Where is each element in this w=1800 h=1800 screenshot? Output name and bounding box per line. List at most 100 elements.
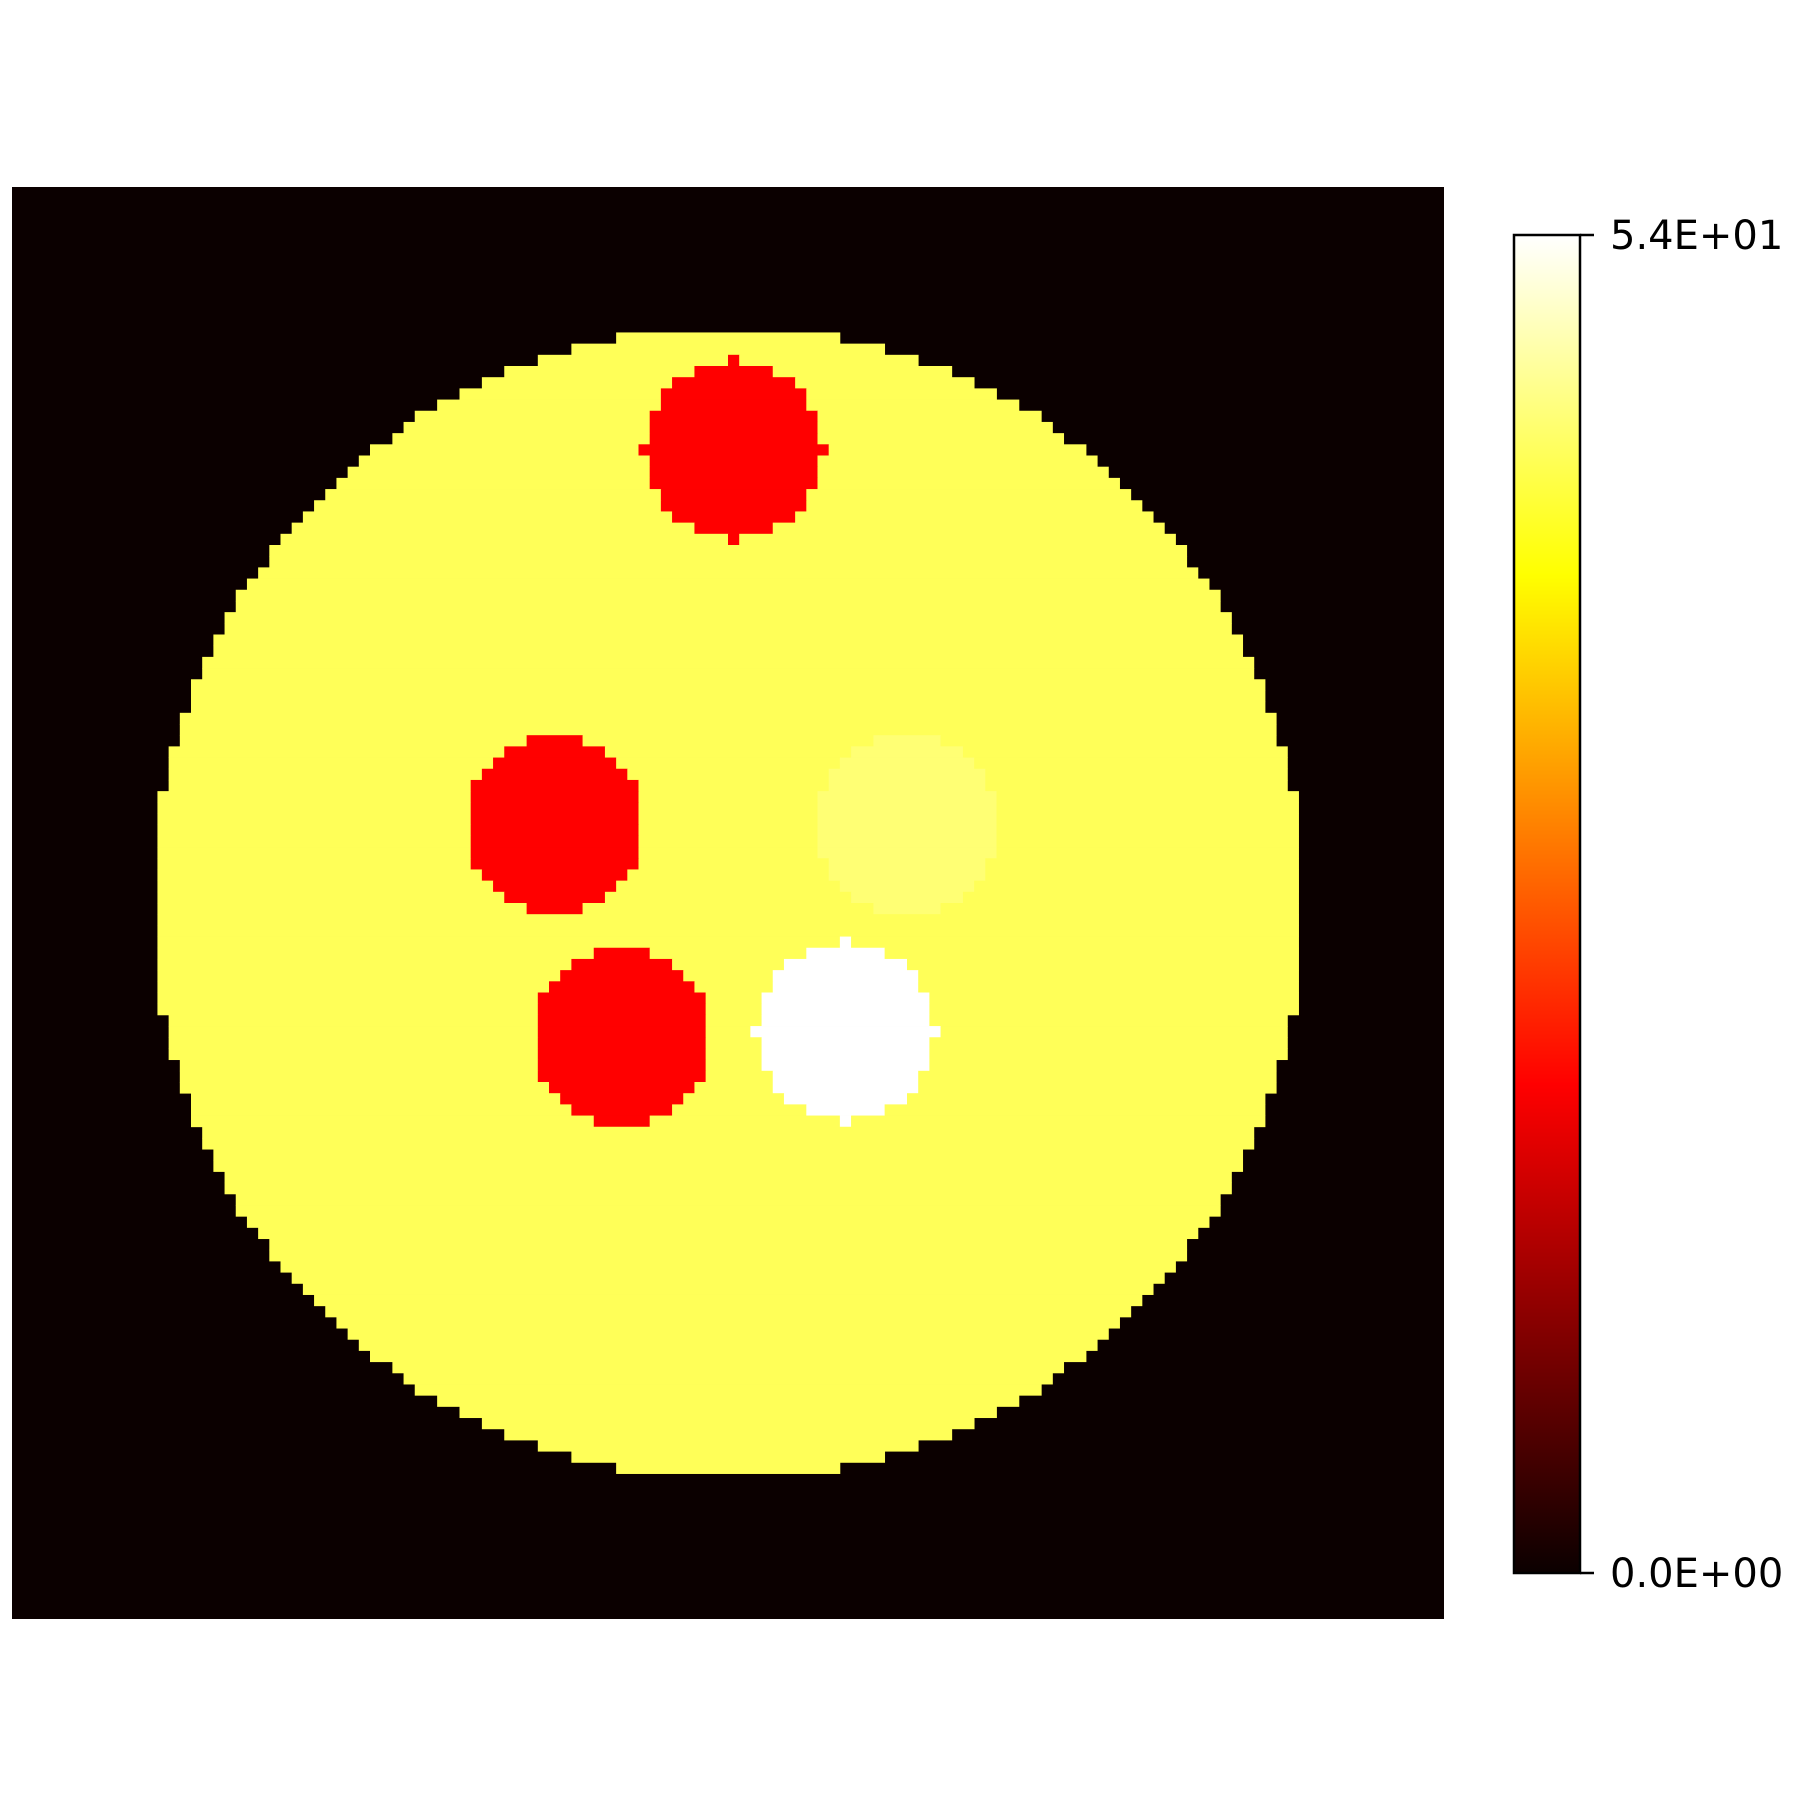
heatmap-cell-run [772, 522, 1165, 535]
heatmap-cell-run [157, 992, 539, 1005]
heatmap-cell-run [660, 500, 807, 512]
heatmap-cell-run [929, 1048, 1288, 1061]
heatmap-cell-run [962, 746, 1288, 758]
heatmap-cell-run [168, 1026, 539, 1038]
heatmap-cell-run [481, 869, 628, 882]
heatmap-cell-run [582, 735, 874, 747]
heatmap-cell-run [672, 1104, 807, 1116]
heatmap-cell-run [638, 444, 830, 456]
heatmap-cell-run [302, 511, 673, 524]
heatmap-cell-run [571, 1451, 886, 1463]
heatmap-cell-run [179, 735, 528, 747]
heatmap-cell-run [817, 835, 997, 848]
heatmap-cell-run [772, 981, 919, 993]
heatmap-cell-run [660, 489, 807, 501]
heatmap-cell-run [224, 1171, 1232, 1184]
heatmap-cell-run [191, 1104, 572, 1116]
colorbar-tick-label: 0.0E+00 [1610, 1551, 1783, 1597]
heatmap-cell-run [761, 1048, 930, 1061]
heatmap-cell-run [929, 1003, 1299, 1016]
heatmap-cell-run [280, 533, 729, 546]
heatmap-cell-run [280, 1261, 1176, 1273]
heatmap-cell-run [246, 578, 1210, 591]
heatmap-cell-run [537, 354, 729, 367]
heatmap-cell-run [683, 1093, 785, 1105]
heatmap-cell-run [940, 1026, 1288, 1038]
heatmap-cell-run [918, 981, 1299, 993]
heatmap-cell-run [325, 489, 662, 501]
heatmap-cell-run [884, 947, 1299, 960]
heatmap-cell-run [851, 746, 964, 758]
heatmap-cell-run [828, 869, 986, 882]
heatmap-cell-run [929, 1059, 1277, 1072]
heatmap-cell-run [470, 847, 639, 859]
heatmap-cell-run [884, 1104, 1266, 1116]
heatmap-cell-run [157, 813, 472, 826]
heatmap-cell-run [761, 1014, 930, 1027]
heatmap-cell-run [739, 533, 1176, 546]
heatmap-cell-run [168, 746, 505, 758]
heatmap-cell-run [504, 1428, 953, 1441]
heatmap-cell-run [269, 1238, 1188, 1251]
heatmap-cell-run [168, 1014, 539, 1027]
heatmap-cell-run [336, 1316, 1120, 1329]
heatmap-cell-run [929, 1014, 1288, 1027]
heatmap-cell-run [761, 1037, 930, 1049]
heatmap-cell-run [907, 1093, 1266, 1105]
heatmap-cell-run [347, 1328, 1109, 1340]
heatmap-cell-run [616, 1462, 841, 1474]
heatmap-cell-run [761, 1003, 930, 1016]
heatmap-cell-run [795, 377, 975, 389]
heatmap-cell-run [929, 992, 1299, 1005]
heatmap-cell-run [828, 779, 986, 792]
heatmap-cell-run [269, 556, 1188, 568]
heatmap-cell-run [649, 410, 818, 423]
heatmap-cell-run [649, 477, 818, 490]
heatmap-cell-run [649, 421, 818, 434]
heatmap-cell-run [537, 1003, 707, 1016]
heatmap-cell-run [783, 1093, 908, 1105]
heatmap-cell-run [761, 1059, 930, 1072]
heatmap-cell-run [772, 970, 919, 982]
heatmap-cell-run [638, 824, 818, 837]
heatmap-cell-run [179, 712, 1277, 725]
heatmap-cell-run [627, 768, 830, 781]
colorbar-gradient [1512, 233, 1582, 1575]
heatmap-cell-run [839, 880, 975, 893]
heatmap-cell-run [593, 947, 651, 960]
heatmap-cell-run [202, 1137, 1255, 1150]
heatmap-cell-run [549, 1082, 695, 1094]
heatmap-cell-run [638, 779, 830, 792]
heatmap-cell-run [604, 746, 852, 758]
heatmap-cell-run [157, 970, 561, 982]
heatmap-cell-run [985, 869, 1299, 882]
heatmap-cell-run [493, 757, 617, 770]
heatmap-cell-run [537, 1037, 707, 1049]
heatmap-cell-run [806, 388, 997, 400]
heatmap-cell-run [817, 421, 1053, 434]
heatmap-cell-run [235, 1193, 1221, 1206]
heatmap-cell-run [974, 757, 1288, 770]
heatmap-cell-run [157, 847, 472, 859]
heatmap-cell-run [347, 466, 651, 479]
heatmap-cell-run [918, 1070, 1277, 1083]
heatmap-cell-run [638, 858, 830, 870]
heatmap-cell-run [806, 489, 1132, 501]
heatmap-cell-run [795, 511, 1154, 524]
heatmap-cell-run [168, 757, 494, 770]
heatmap-cell-run [213, 1160, 1244, 1172]
heatmap-cell-run [705, 1014, 762, 1027]
heatmap-cell-run [202, 656, 1255, 669]
heatmap-cell-run [470, 858, 639, 870]
heatmap-cell-run [526, 735, 583, 747]
heatmap-cell-run [839, 936, 852, 949]
heatmap-cell-run [817, 477, 1120, 490]
heatmap-cell-run [940, 903, 1299, 915]
heatmap-cell-run [168, 1037, 539, 1049]
heatmap-cell-run [649, 1115, 841, 1128]
heatmap-cell-run [672, 511, 796, 524]
heatmap-cell-run [537, 1026, 707, 1038]
heatmap-cell-run [571, 958, 673, 971]
heatmap-cell-run [157, 903, 528, 915]
heatmap-cell-run [996, 847, 1299, 859]
